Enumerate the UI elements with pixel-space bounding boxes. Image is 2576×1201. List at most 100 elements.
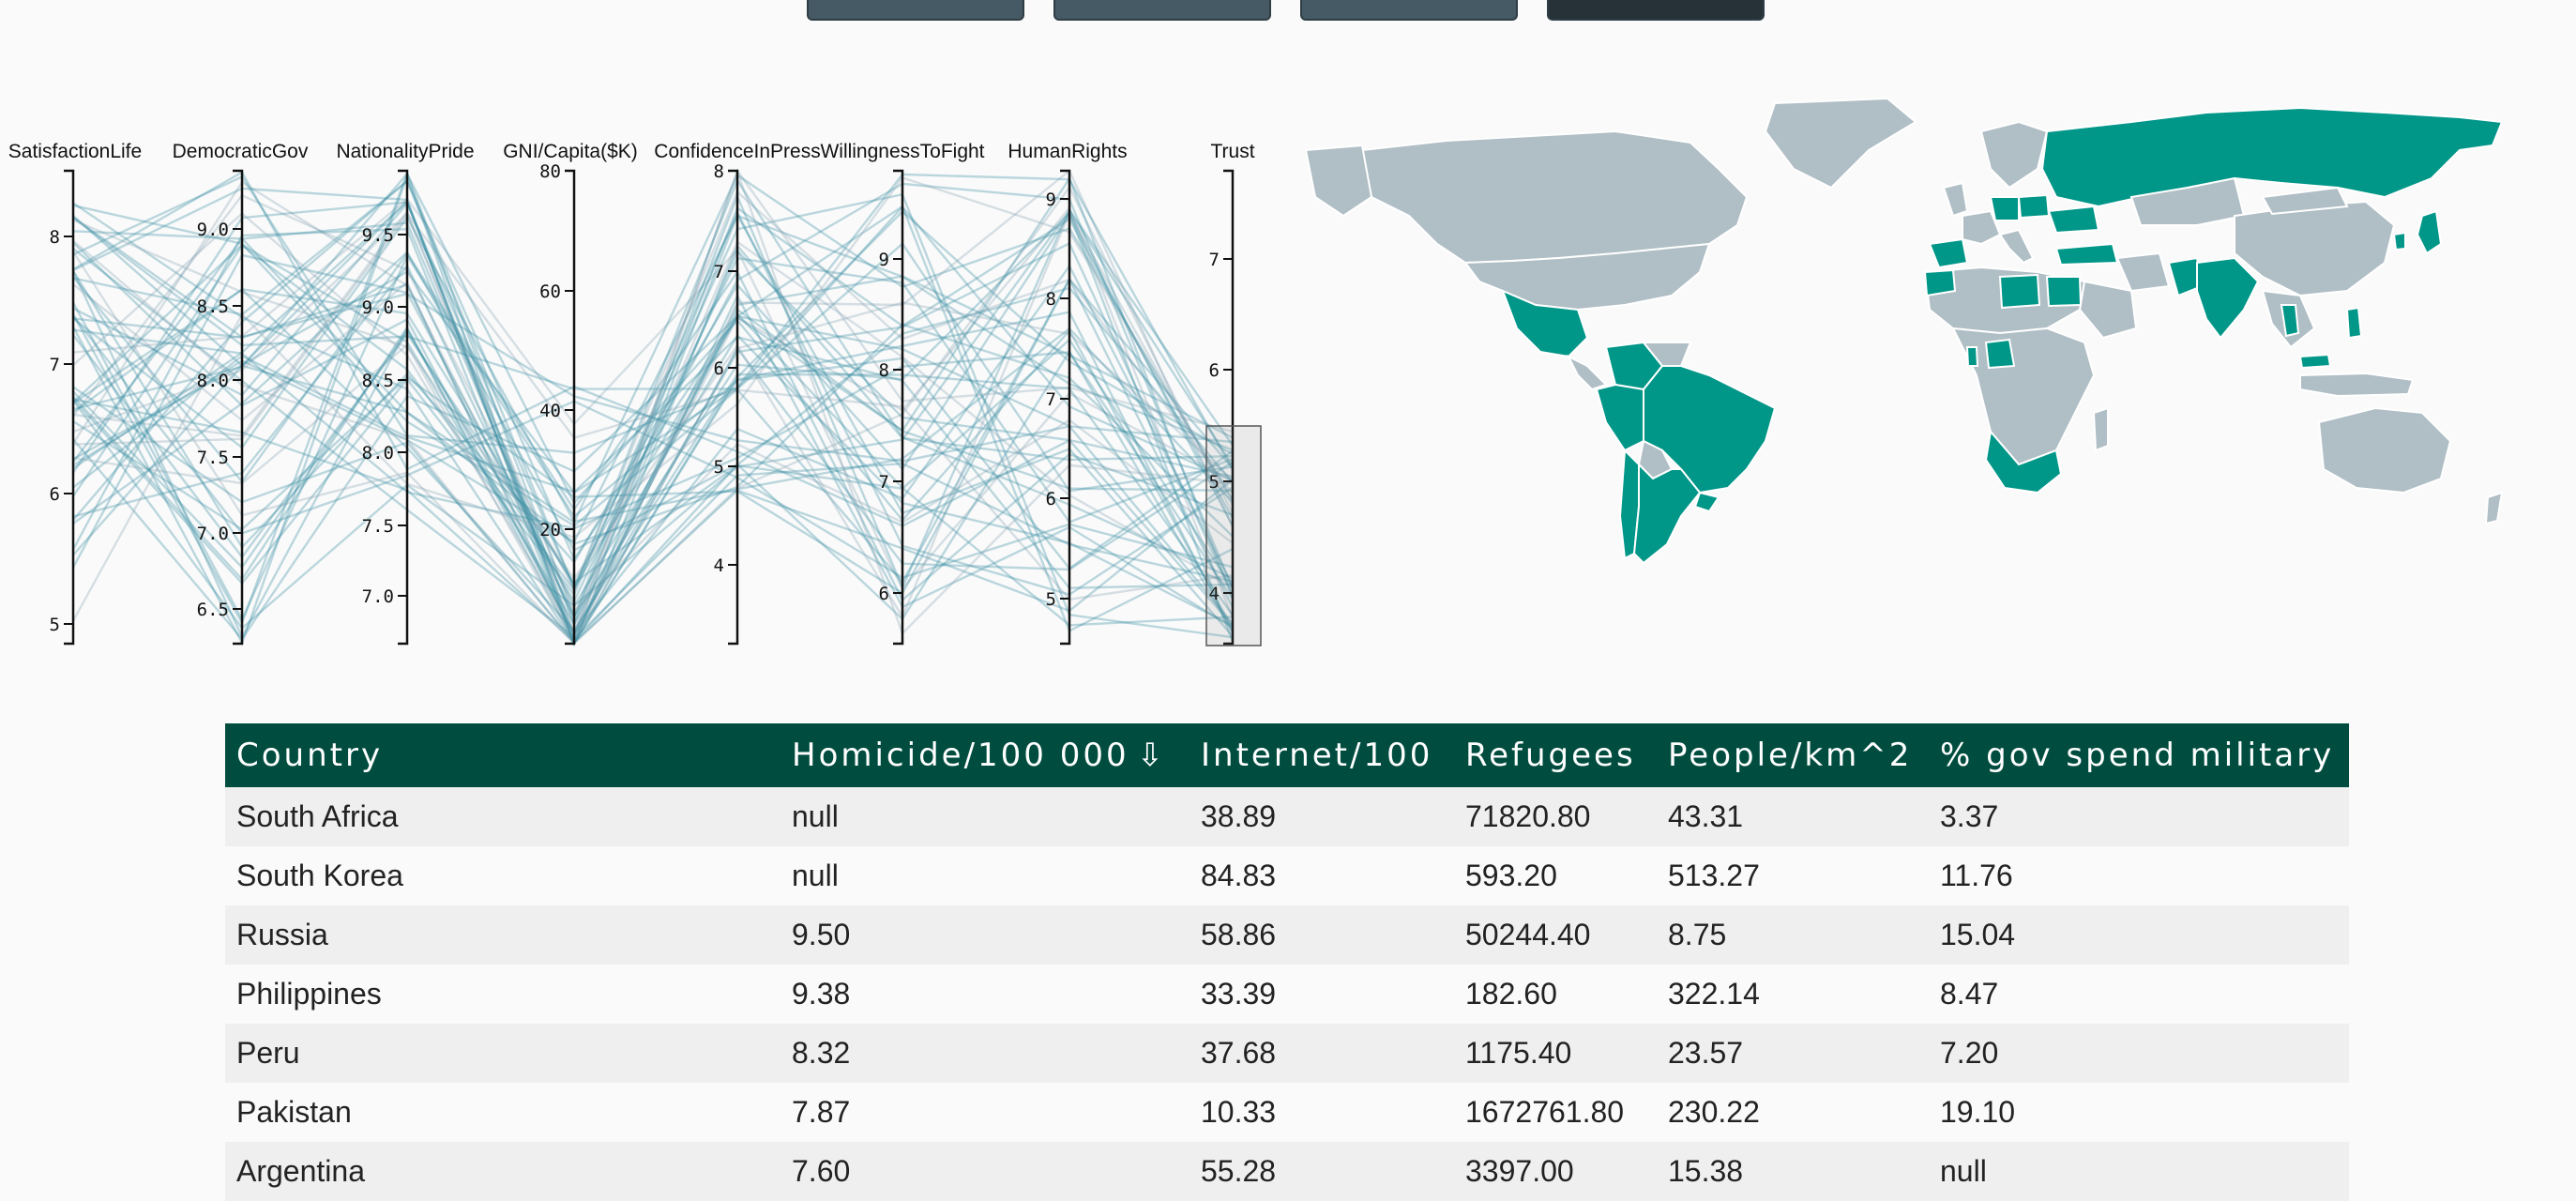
pc-country-line[interactable] (71, 253, 1234, 622)
country-thailand[interactable] (2280, 304, 2300, 338)
pc-country-line[interactable] (72, 217, 1234, 493)
pc-country-line[interactable] (72, 335, 1234, 589)
country-egypt[interactable] (2045, 276, 2083, 308)
pc-country-line[interactable] (72, 256, 1234, 604)
pc-country-line[interactable] (72, 175, 1235, 599)
pc-country-line[interactable] (72, 199, 1234, 639)
country-south-korea[interactable] (2392, 231, 2406, 251)
country-ukraine[interactable] (2047, 205, 2100, 235)
country-scandinavia[interactable] (1979, 120, 2049, 190)
pc-country-line[interactable] (72, 328, 1235, 600)
pc-country-line[interactable] (71, 170, 1235, 643)
pc-country-line[interactable] (72, 205, 1235, 635)
pc-country-line[interactable] (72, 170, 1234, 627)
pc-country-line[interactable] (72, 251, 1234, 602)
table-row[interactable]: Argentina 7.60 55.28 3397.00 15.38 null (225, 1142, 2349, 1201)
pc-axis[interactable]: Trust 7 6 5 4 (1209, 141, 1255, 646)
pc-country-line[interactable] (72, 277, 1234, 595)
country-greenland[interactable] (1764, 97, 1917, 190)
pc-country-line[interactable] (71, 209, 1234, 646)
country-philippines[interactable] (2345, 306, 2363, 340)
column-header-internet[interactable]: Internet/100 (1190, 723, 1454, 787)
pc-country-line[interactable] (72, 248, 1234, 639)
pc-country-line[interactable] (72, 192, 1234, 639)
toolbar-button-1[interactable] (807, 0, 1024, 21)
pc-country-line[interactable] (72, 331, 1235, 589)
column-header-homicide[interactable]: Homicide/100 000 ⇩ (780, 723, 1190, 787)
pc-country-line[interactable] (72, 215, 1234, 524)
pc-country-line[interactable] (72, 215, 1234, 546)
country-france[interactable] (1962, 209, 2002, 246)
country-ghana[interactable] (1965, 346, 1979, 367)
pc-axis[interactable]: HumanRights 9 8 7 6 5 (1008, 141, 1128, 646)
pc-country-line[interactable] (72, 210, 1235, 619)
country-madagascar[interactable] (2092, 406, 2109, 452)
toolbar-button-2[interactable] (1053, 0, 1271, 21)
pc-country-line[interactable] (72, 205, 1234, 494)
pc-country-line[interactable] (72, 190, 1234, 593)
pc-country-line[interactable] (72, 286, 1234, 645)
pc-country-line[interactable] (72, 182, 1235, 589)
country-uk[interactable] (1942, 181, 1969, 218)
pc-country-line[interactable] (72, 243, 1234, 627)
country-new-zealand[interactable] (2484, 491, 2504, 525)
country-australia[interactable] (2317, 406, 2452, 494)
pc-country-line[interactable] (72, 314, 1234, 579)
pc-country-line[interactable] (72, 172, 1235, 630)
country-argentina[interactable] (1632, 462, 1702, 565)
pc-country-line[interactable] (72, 216, 1234, 463)
pc-country-line[interactable] (72, 205, 1235, 625)
pc-country-line[interactable] (72, 209, 1234, 597)
toolbar-button-3[interactable] (1300, 0, 1518, 21)
pc-country-line[interactable] (72, 214, 1234, 544)
country-uruguay[interactable] (1693, 491, 1720, 513)
pc-country-line[interactable] (72, 288, 1234, 633)
country-south-africa[interactable] (1984, 429, 2063, 494)
pc-country-line[interactable] (71, 241, 1235, 640)
country-libya[interactable] (1998, 273, 2041, 310)
country-japan[interactable] (2416, 209, 2443, 255)
column-header-country[interactable]: Country (225, 723, 780, 787)
pc-axis[interactable]: SatisfactionLife 8 7 6 5 (8, 141, 142, 646)
country-germany[interactable] (1989, 196, 2020, 221)
country-saudi-arabia[interactable] (2078, 280, 2138, 340)
country-peru[interactable] (1595, 383, 1644, 452)
country-mexico[interactable] (1501, 289, 1589, 358)
pc-country-line[interactable] (72, 168, 1234, 646)
pc-country-line[interactable] (72, 204, 1235, 609)
country-alaska[interactable] (1306, 144, 1373, 218)
pc-country-line[interactable] (72, 168, 1234, 636)
table-row[interactable]: Peru 8.32 37.68 1175.40 23.57 7.20 (225, 1024, 2349, 1083)
country-italy[interactable] (1998, 228, 2035, 265)
country-iran[interactable] (2115, 251, 2171, 293)
pc-country-line[interactable] (72, 169, 1235, 646)
country-russia[interactable] (2040, 106, 2504, 208)
pc-country-line[interactable] (72, 275, 1234, 645)
country-indonesia[interactable] (2299, 372, 2415, 398)
pc-axis[interactable]: NationalityPride 9.5 9.0 8.5 8.0 7.5 7.0 (336, 141, 475, 646)
table-row[interactable]: Russia 9.50 58.86 50244.40 8.75 15.04 (225, 905, 2349, 965)
pc-country-line[interactable] (72, 193, 1234, 619)
country-spain[interactable] (1928, 237, 1969, 269)
country-india[interactable] (2196, 256, 2260, 340)
pc-country-line[interactable] (72, 250, 1235, 633)
country-central-america[interactable] (1566, 354, 1608, 391)
country-poland[interactable] (2017, 193, 2051, 220)
country-mongolia[interactable] (2261, 186, 2349, 216)
column-header-military[interactable]: % gov spend military (1929, 723, 2349, 787)
pc-country-line[interactable] (72, 173, 1235, 471)
pc-country-line[interactable] (72, 386, 1234, 645)
table-row[interactable]: Pakistan 7.87 10.33 1672761.80 230.22 19.10 (225, 1083, 2349, 1142)
pc-country-line[interactable] (72, 197, 1234, 591)
pc-country-line[interactable] (72, 179, 1234, 625)
pc-country-line[interactable] (72, 211, 1234, 601)
country-canada[interactable] (1360, 129, 1749, 265)
table-row[interactable]: South Korea null 84.83 593.20 513.27 11.76 (225, 846, 2349, 905)
toolbar-button-4[interactable] (1547, 0, 1765, 21)
country-nigeria[interactable] (1984, 338, 2016, 370)
pc-country-line[interactable] (71, 172, 1234, 647)
country-turkey[interactable] (2054, 242, 2119, 266)
trust-brush-selection[interactable] (1205, 425, 1262, 646)
pc-country-line[interactable] (72, 185, 1235, 646)
